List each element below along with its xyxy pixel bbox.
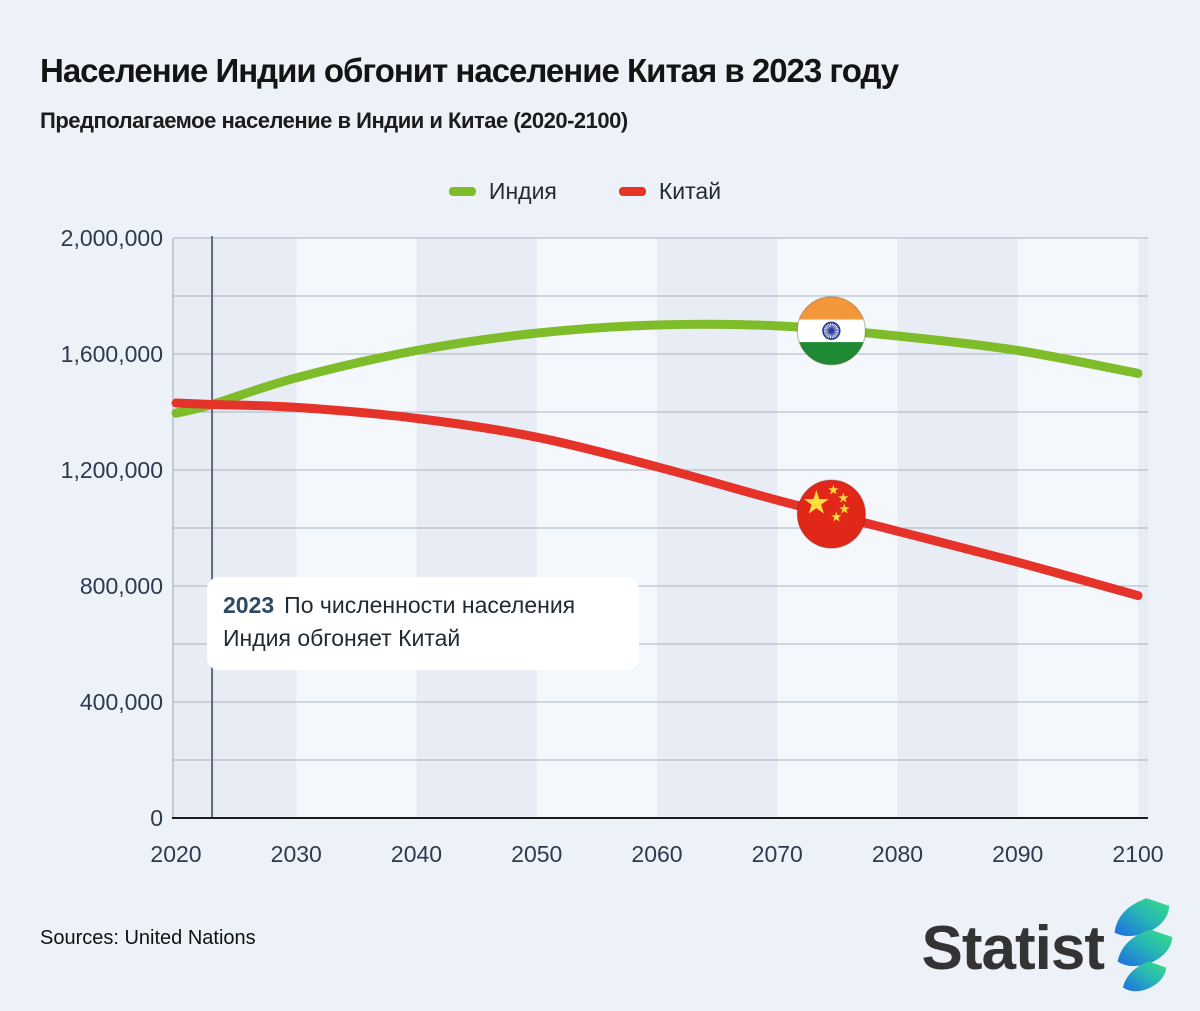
statista-logo-text: Statist [921, 913, 1105, 983]
legend-item-india: Индия [448, 178, 557, 205]
chart-subtitle: Предполагаемое население в Индии и Китае… [40, 108, 628, 133]
chart-title: Население Индии обгонит население Китая … [40, 52, 899, 89]
legend-item-china: Китай [618, 178, 722, 205]
legend-label-india: Индия [488, 178, 557, 204]
annotation-text: По численности населения Индия обгоняет … [223, 592, 576, 652]
statista-logo: Statist [921, 898, 1182, 996]
statista-logo-mark-icon [1114, 898, 1173, 992]
x-tick-label: 2020 [150, 841, 201, 867]
legend-label-china: Китай [658, 178, 722, 204]
sources-note: Sources: United Nations [40, 927, 256, 949]
series-line-Индия [171, 319, 1143, 418]
y-tick-label: 800,000 [80, 573, 163, 599]
legend: Индия Китай [0, 178, 1170, 205]
annotation-year: 2023 [223, 592, 275, 618]
series-line-Китай [171, 398, 1143, 601]
annotation-callout: 2023 По численности населения Индия обгон… [207, 577, 639, 670]
y-tick-label: 1,200,000 [61, 457, 163, 483]
x-tick-label: 2100 [1112, 841, 1163, 867]
x-tick-label: 2090 [992, 841, 1043, 867]
y-tick-label: 0 [150, 805, 163, 831]
china-legend-swatch-icon [618, 187, 646, 196]
x-tick-label: 2030 [271, 841, 322, 867]
y-tick-label: 400,000 [80, 689, 163, 715]
x-tick-label: 2040 [391, 841, 442, 867]
china-flag-icon [796, 479, 866, 549]
x-tick-label: 2060 [631, 841, 682, 867]
x-tick-label: 2080 [872, 841, 923, 867]
x-tick-label: 2070 [752, 841, 803, 867]
y-tick-label: 1,600,000 [61, 341, 163, 367]
india-legend-swatch-icon [448, 187, 476, 196]
x-tick-label: 2050 [511, 841, 562, 867]
y-tick-label: 2,000,000 [61, 225, 163, 251]
india-flag-icon [796, 296, 866, 366]
